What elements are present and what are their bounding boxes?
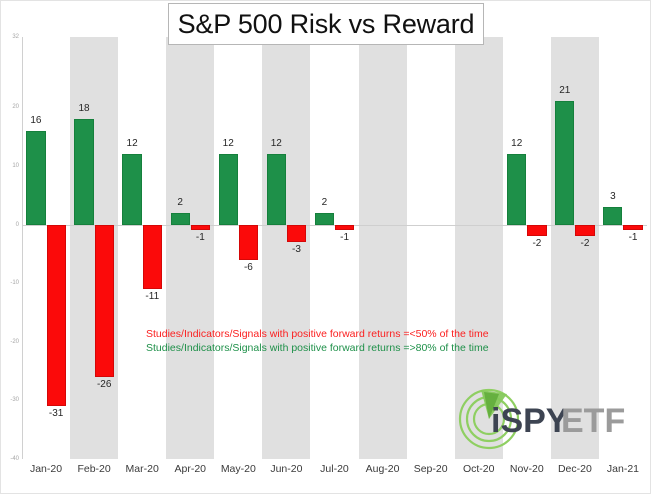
chart-band	[262, 37, 311, 459]
bar-negative[interactable]	[575, 224, 595, 237]
chart-band	[166, 37, 215, 459]
bar-label-negative: -2	[532, 238, 542, 250]
y-axis-labels: 32 20 10 0 -10 -20 -30 -40	[0, 34, 22, 462]
bar-label-negative: -2	[580, 238, 590, 250]
bar-negative[interactable]	[46, 224, 66, 407]
bar-negative[interactable]	[238, 224, 259, 260]
bar-label-negative: -1	[340, 232, 350, 244]
bar-negative[interactable]	[190, 224, 210, 231]
bar-label-negative: -3	[292, 244, 301, 256]
bar-label-positive: 16	[30, 114, 42, 126]
x-axis-tick: Jan-21	[606, 463, 639, 475]
bar-positive[interactable]	[555, 101, 575, 225]
bar-label-negative: -1	[195, 232, 205, 244]
bar-label-positive: 2	[321, 196, 328, 208]
bar-label-positive: 21	[559, 85, 571, 97]
chart-band	[358, 37, 407, 459]
y-axis-tick: -20	[10, 338, 19, 345]
bar-label-positive: 18	[78, 103, 90, 115]
bar-positive[interactable]	[122, 154, 142, 225]
bar-label-negative: -1	[628, 232, 638, 244]
bar-label-positive: 12	[511, 138, 523, 150]
bar-positive[interactable]	[314, 212, 334, 225]
bar-negative[interactable]	[142, 224, 162, 290]
y-axis-tick: 32	[12, 34, 19, 40]
chart-legend: Studies/Indicators/Signals with positive…	[146, 327, 489, 355]
bar-negative[interactable]	[527, 224, 547, 237]
x-axis-tick: Apr-20	[174, 463, 206, 475]
bar-label-positive: 12	[126, 138, 138, 150]
bar-label-positive: 3	[610, 190, 616, 202]
x-axis-tick: Aug-20	[365, 463, 400, 475]
y-axis-tick: 20	[12, 104, 19, 111]
chart-title-text: S&P 500 Risk vs Reward	[177, 8, 475, 39]
plot-inner: 16 -31 18 -26 12 -11 2 -1 12 -6 12 -3 2 -1 12 -2 21 -2 3 -1	[22, 37, 647, 459]
bar-label-positive: 12	[270, 138, 282, 150]
bar-positive[interactable]	[218, 154, 238, 225]
bar-negative[interactable]	[623, 224, 643, 231]
bar-label-negative: -26	[96, 378, 112, 390]
x-axis-tick: May-20	[220, 463, 256, 475]
bar-negative[interactable]	[334, 224, 355, 231]
bar-negative[interactable]	[94, 224, 114, 377]
legend-item-positive: Studies/Indicators/Signals with positive…	[146, 341, 489, 355]
bar-positive[interactable]	[507, 154, 527, 225]
bar-label-negative: -11	[145, 291, 160, 303]
y-axis-tick: 0	[15, 221, 19, 228]
bar-negative[interactable]	[286, 224, 307, 243]
zero-baseline	[22, 224, 647, 226]
x-axis-tick: Mar-20	[125, 463, 159, 475]
legend-item-negative: Studies/Indicators/Signals with positive…	[146, 327, 489, 341]
bar-positive[interactable]	[266, 154, 286, 225]
y-axis-tick: -30	[10, 397, 19, 404]
y-axis-tick: -40	[10, 456, 19, 462]
x-axis-tick: Jul-20	[320, 463, 349, 475]
x-axis-tick: Nov-20	[509, 463, 544, 475]
y-axis-line	[22, 37, 23, 459]
bar-positive[interactable]	[170, 212, 190, 225]
bar-label-negative: -31	[48, 408, 64, 420]
bar-label-negative: -6	[243, 261, 253, 273]
bar-label-positive: 2	[177, 196, 183, 208]
chart-title: S&P 500 Risk vs Reward	[168, 3, 484, 45]
legend-label-positive: Studies/Indicators/Signals with positive…	[146, 342, 489, 354]
plot-area: 16 -31 18 -26 12 -11 2 -1 12 -6 12 -3 2 -1 12 -2 21 -2 3 -1	[22, 37, 647, 459]
y-axis-tick: -10	[10, 280, 19, 287]
x-axis-labels: Jan-20 Feb-20 Mar-20 Apr-20 May-20 Jun-20 Jul-…	[22, 463, 647, 483]
x-axis-tick: Sep-20	[413, 463, 448, 475]
x-axis-tick: Jan-20	[29, 463, 63, 475]
y-axis-tick: 10	[12, 162, 19, 169]
x-axis-tick: Oct-20	[462, 463, 495, 475]
x-axis-tick: Dec-20	[557, 463, 592, 475]
bar-positive[interactable]	[26, 130, 46, 225]
bar-positive[interactable]	[603, 206, 623, 225]
x-axis-tick: Jun-20	[270, 463, 303, 475]
bar-label-positive: 12	[222, 138, 234, 150]
chart-band	[454, 37, 503, 459]
legend-label-negative: Studies/Indicators/Signals with positive…	[146, 328, 489, 340]
x-axis-tick: Feb-20	[77, 463, 111, 475]
bar-positive[interactable]	[74, 119, 94, 225]
